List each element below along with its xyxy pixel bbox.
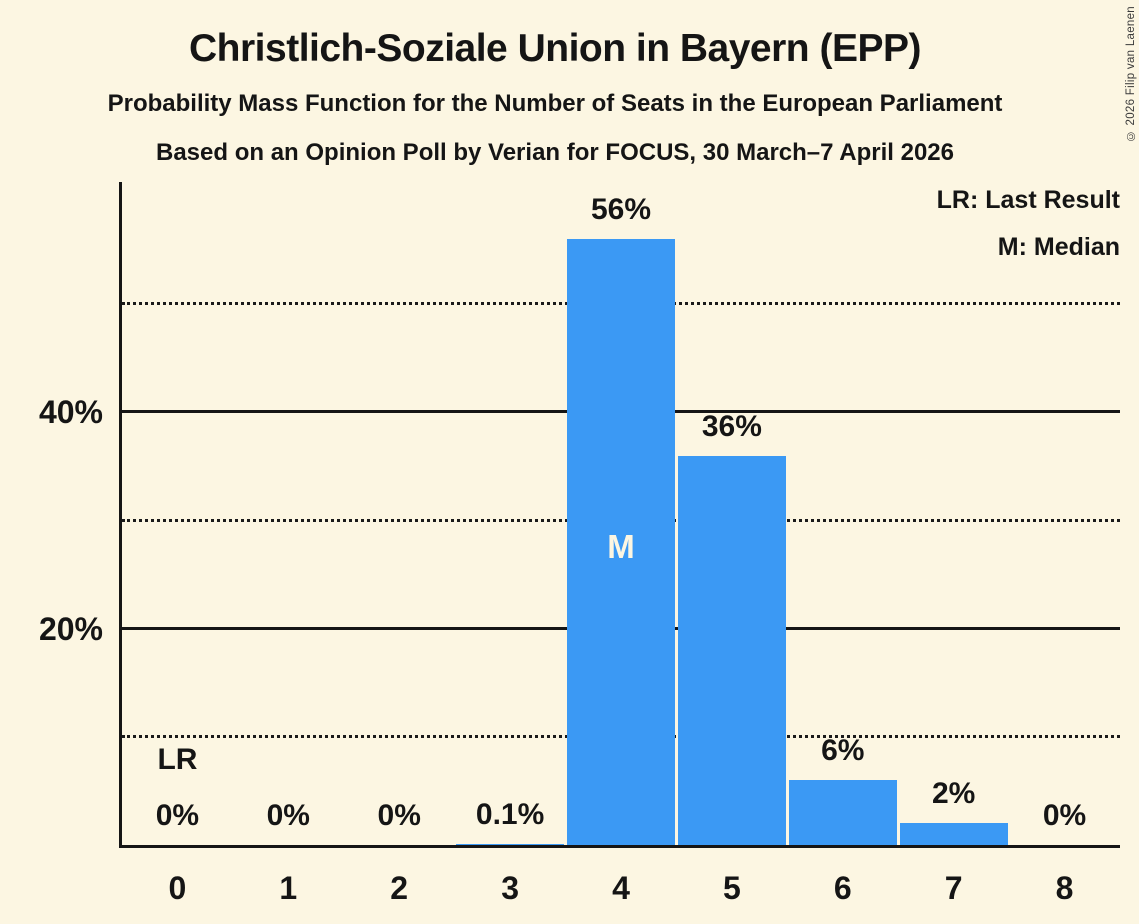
pmf-bar-chart: 0% 0 0% 1 0% 2 0.1% 3 56% 4 36% 5 6% 6 2% 7 0% 8 M LR [119, 182, 1120, 905]
x-tick-label-4: 4 [612, 870, 630, 906]
bar-seats-3 [456, 843, 565, 845]
bar-value-label-2: 0% [377, 799, 421, 832]
x-tick-label-1: 1 [279, 870, 298, 906]
copyright-notice: © 2026 Filip van Laenen [1125, 6, 1137, 142]
bar-value-label-0: 0% [155, 799, 200, 832]
bar-seats-6 [788, 780, 897, 845]
bar-value-label-8: 0% [1042, 799, 1087, 832]
bar-value-label-7: 2% [931, 777, 976, 811]
bar-value-label-5: 36% [701, 409, 762, 443]
bar-seats-5 [677, 455, 786, 845]
bar-value-label-6: 6% [821, 734, 865, 768]
legend: LR: Last Result M: Median [937, 185, 1120, 279]
median-marker: M [607, 528, 635, 565]
x-tick-label-5: 5 [722, 870, 741, 906]
chart-subtitle: Probability Mass Function for the Number… [107, 90, 1003, 117]
x-tick-label-8: 8 [1055, 870, 1074, 906]
x-tick-label-3: 3 [501, 870, 519, 906]
x-tick-label-2: 2 [390, 870, 409, 906]
bar-seats-4 [567, 239, 675, 845]
bar-value-label-4: 56% [590, 193, 651, 227]
legend-median: M: Median [997, 233, 1120, 261]
page-title: Christlich-Soziale Union in Bayern (EPP) [189, 27, 921, 70]
last-result-marker: LR [157, 743, 198, 776]
legend-last-result: LR: Last Result [936, 186, 1120, 214]
bar-value-label-1: 0% [266, 799, 310, 832]
y-tick-label-40pct: 40% [38, 394, 103, 431]
y-tick-label-20pct: 20% [38, 610, 103, 647]
x-tick-label-0: 0 [168, 870, 187, 906]
bar-seats-7 [899, 823, 1008, 845]
chart-poll-source: Based on an Opinion Poll by Verian for F… [156, 139, 954, 166]
x-tick-label-6: 6 [833, 870, 852, 906]
x-tick-label-7: 7 [944, 870, 963, 906]
bar-value-label-3: 0.1% [475, 797, 545, 831]
